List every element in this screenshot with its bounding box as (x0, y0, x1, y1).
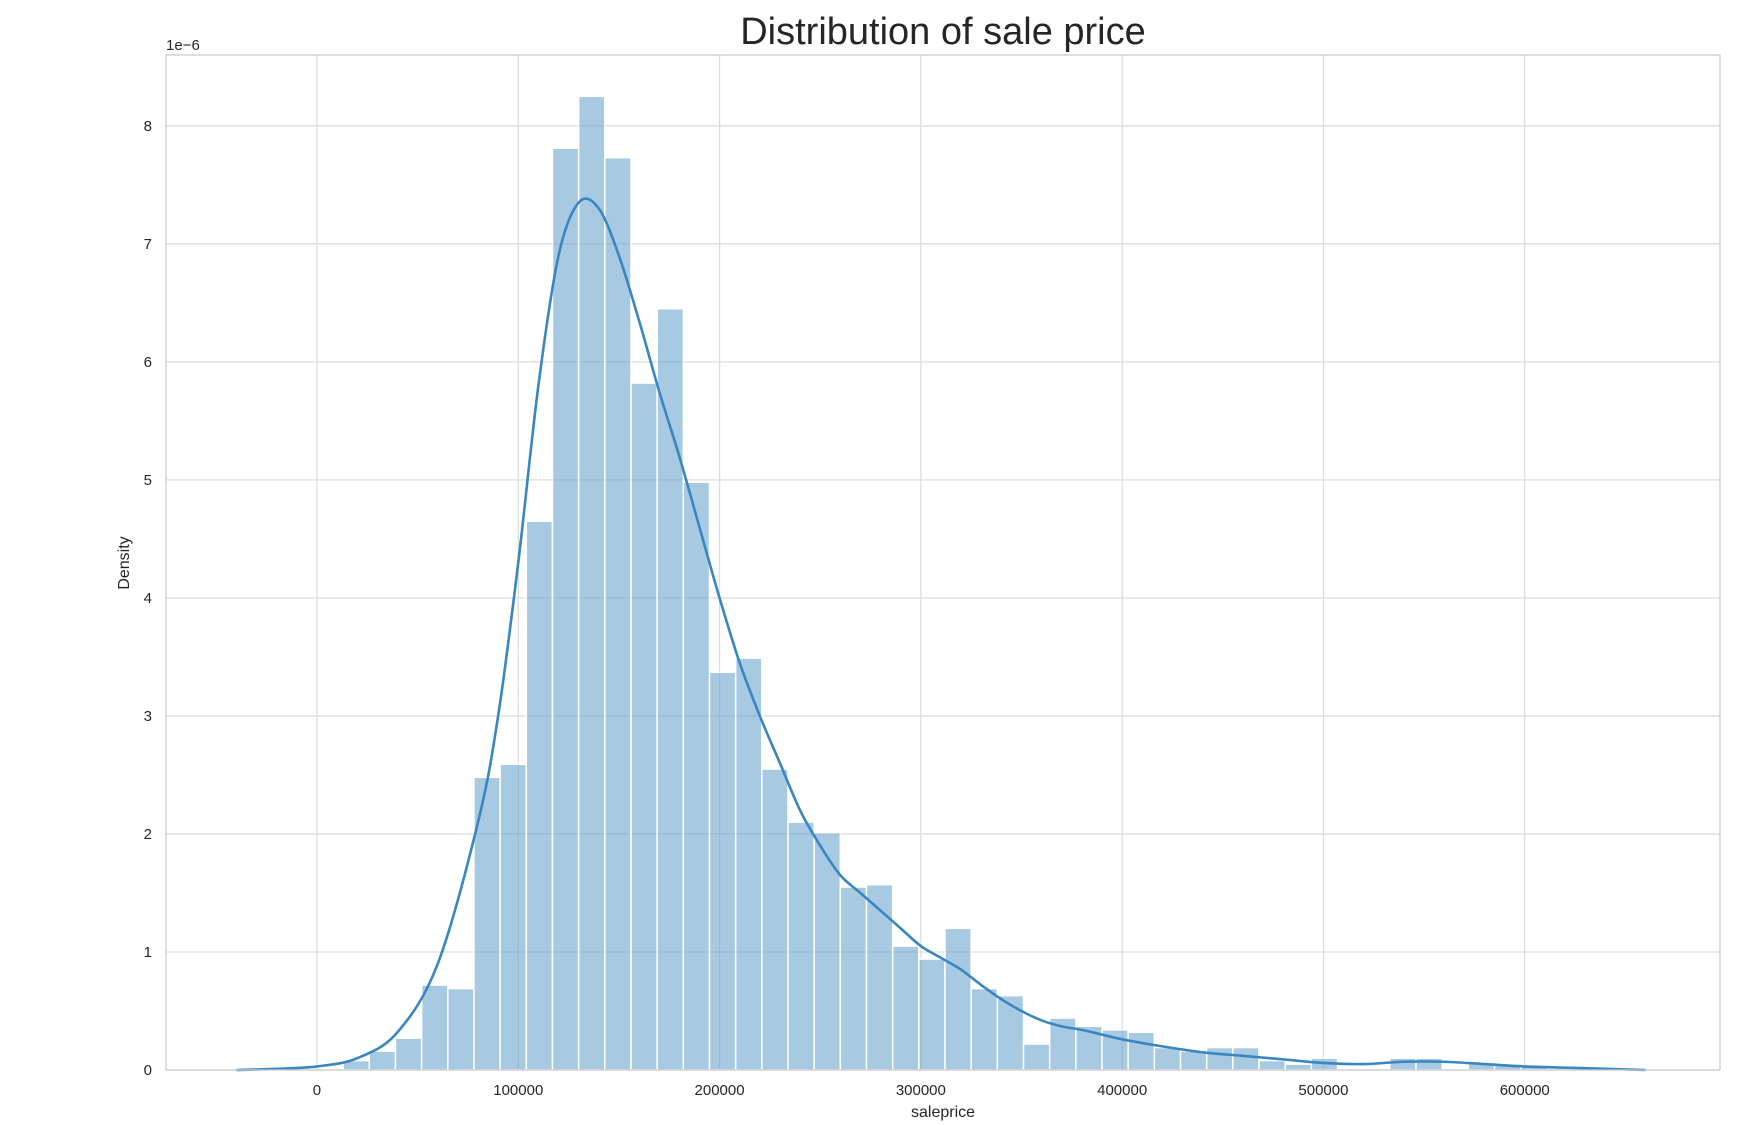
histogram-bar (865, 883, 894, 1071)
x-tick-label: 0 (313, 1082, 321, 1099)
histogram-bar (551, 147, 580, 1071)
x-tick-label: 400000 (1097, 1082, 1147, 1099)
y-tick-label: 0 (144, 1062, 152, 1079)
histogram-bar (499, 763, 528, 1071)
histogram-bar (1258, 1059, 1286, 1071)
bars-layer (342, 95, 1548, 1071)
histogram-bar (944, 927, 972, 1071)
x-axis-title: saleprice (911, 1104, 975, 1121)
histogram-bar (420, 984, 449, 1071)
histogram-bar (1232, 1046, 1260, 1071)
histogram-bar (1415, 1057, 1443, 1071)
histogram-bar (447, 987, 475, 1071)
y-tick-label: 3 (144, 708, 152, 725)
histogram-bar (525, 520, 554, 1071)
histogram-bar (1153, 1046, 1182, 1071)
kde-line (236, 197, 1646, 1072)
y-tick-label: 2 (144, 826, 152, 843)
kde-layer (236, 197, 1646, 1072)
histogram-bar (918, 958, 946, 1071)
histogram-bar (1205, 1046, 1234, 1071)
histogram-bar (1127, 1031, 1156, 1071)
histogram-bar (839, 886, 868, 1071)
histogram-bar (1022, 1043, 1051, 1071)
y-tick-label: 8 (144, 118, 152, 135)
x-tick-labels: 0 100000 200000 300000 400000 500000 600000 (313, 1082, 1550, 1099)
x-tick-label: 600000 (1500, 1082, 1550, 1099)
histogram-bar (604, 156, 632, 1071)
histogram-bar (394, 1037, 423, 1071)
x-tick-label: 500000 (1298, 1082, 1348, 1099)
histogram-bar (891, 945, 920, 1071)
y-tick-label: 6 (144, 354, 152, 371)
histogram-bar (734, 657, 763, 1071)
x-tick-label: 200000 (695, 1082, 745, 1099)
chart-title: Distribution of sale price (740, 11, 1146, 53)
plot-frame (165, 54, 1721, 1071)
y-tick-label: 7 (144, 236, 152, 253)
grid-layer (166, 55, 1720, 1071)
histogram-bar (682, 481, 711, 1071)
histogram-bar (630, 382, 658, 1071)
y-axis-title: Density (116, 536, 133, 589)
y-tick-label: 4 (144, 590, 152, 607)
y-tick-labels: 0 1 2 3 4 5 6 7 8 (144, 118, 152, 1079)
histogram-bar (787, 821, 815, 1071)
histogram-bar (1179, 1050, 1208, 1071)
y-tick-label: 1 (144, 944, 152, 961)
histogram-bar (970, 987, 999, 1071)
histogram-bar (577, 95, 606, 1071)
histogram-bar (1389, 1057, 1417, 1071)
histogram-bar (708, 671, 737, 1071)
histogram-bar (368, 1050, 397, 1071)
y-tick-label: 5 (144, 472, 152, 489)
histogram-bar (996, 994, 1025, 1071)
histogram-bar (1284, 1063, 1313, 1071)
x-tick-label: 300000 (896, 1082, 946, 1099)
histogram-bar (761, 768, 789, 1071)
x-tick-label: 100000 (493, 1082, 543, 1099)
y-scale-label: 1e−6 (166, 37, 200, 54)
